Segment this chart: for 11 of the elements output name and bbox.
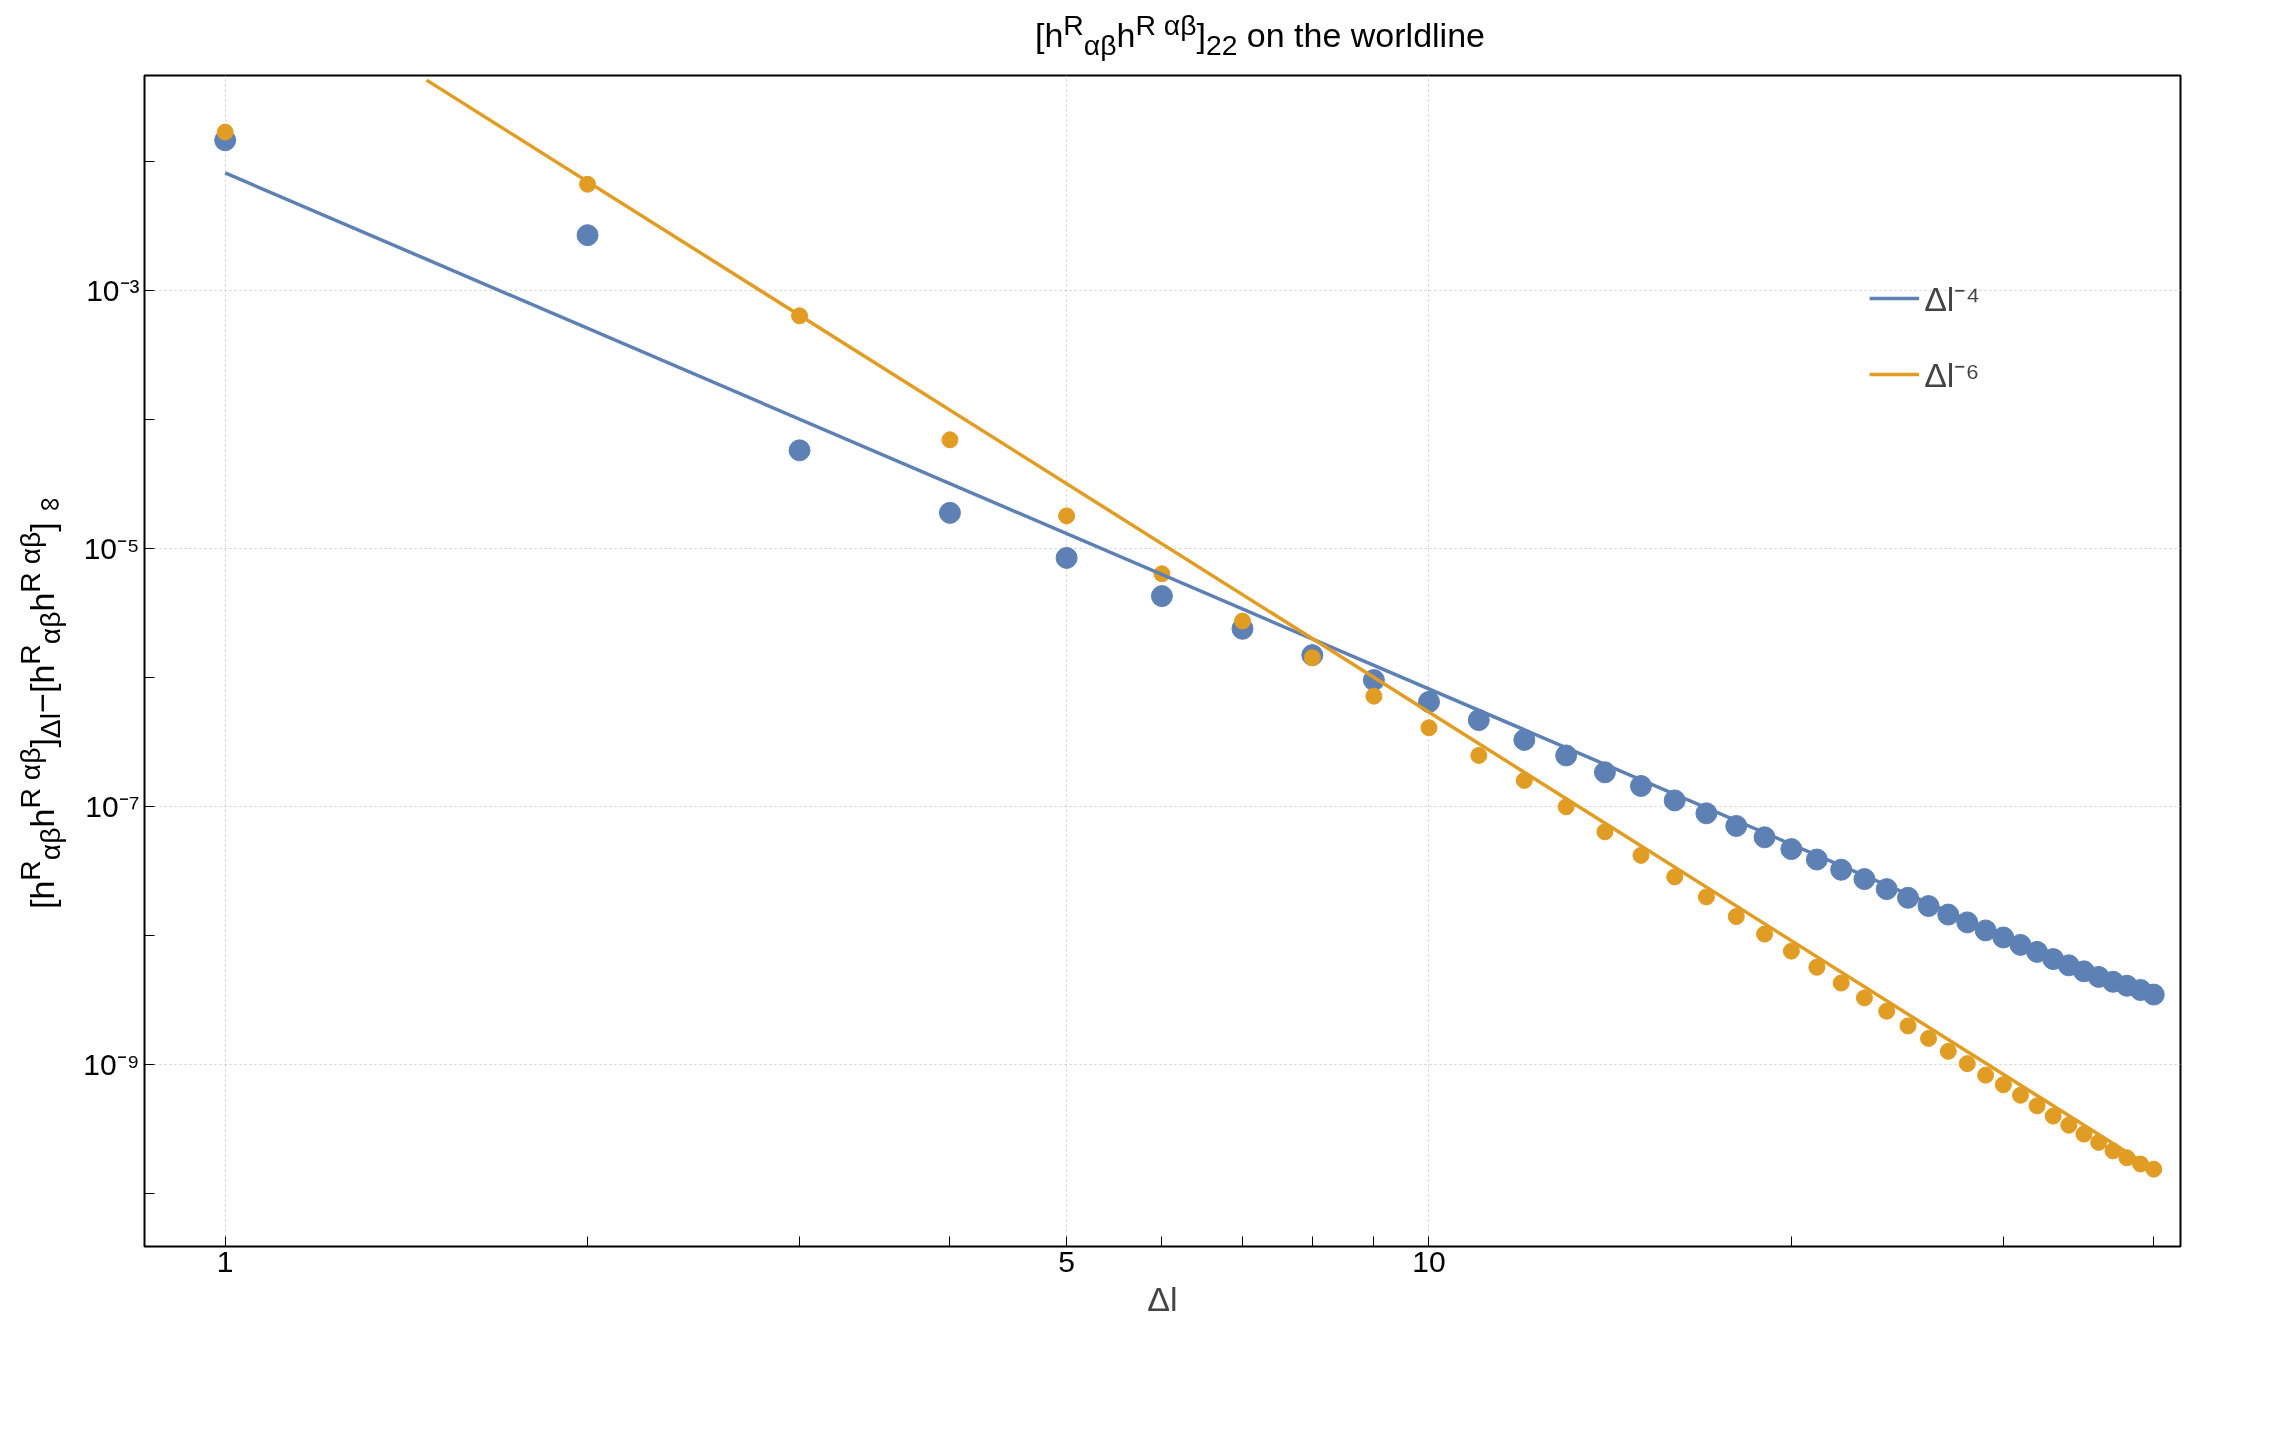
legend-label: Δl⁻⁴ xyxy=(1924,279,1980,320)
x-axis-title: Δl xyxy=(1147,1279,1178,1318)
legend-label: Δl⁻⁶ xyxy=(1924,355,1980,396)
x-tick-label: 10 xyxy=(1412,1244,1446,1278)
y-tick-label: 10⁻⁹ xyxy=(83,1048,140,1082)
y-tick-label: 10⁻⁵ xyxy=(83,532,140,566)
y-tick-label: 10⁻³ xyxy=(86,274,140,308)
chart-title: [h$^{R}$$_{αβ}$h$^{R αβ}$]$_{22}$ on the worldline xyxy=(1035,8,1485,64)
y-tick-label: 10⁻⁷ xyxy=(85,790,140,824)
x-tick-label: 1 xyxy=(216,1244,234,1278)
x-tick-label: 5 xyxy=(1058,1244,1075,1278)
